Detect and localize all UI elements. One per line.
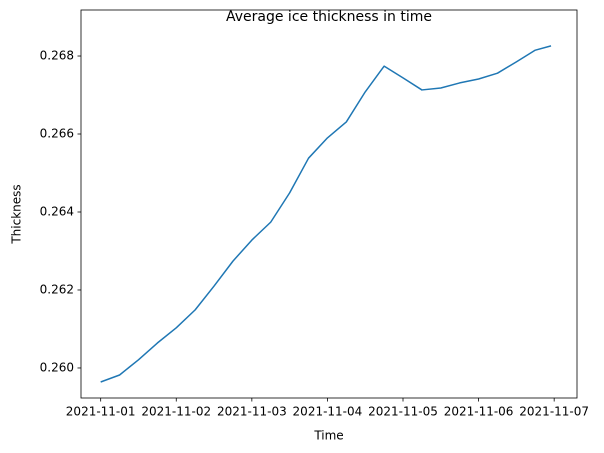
x-tick-label: 2021-11-04 xyxy=(293,405,363,419)
y-tick-label: 0.262 xyxy=(40,282,74,296)
x-axis-label: Time xyxy=(313,429,343,443)
x-tick-label: 2021-11-03 xyxy=(217,405,287,419)
y-tick-label: 0.264 xyxy=(40,204,74,218)
y-axis-label: Thickness xyxy=(10,184,24,244)
y-tick-label: 0.268 xyxy=(40,49,74,63)
data-line xyxy=(100,45,552,383)
x-tick-label: 2021-11-05 xyxy=(368,405,438,419)
chart-title: Average ice thickness in time xyxy=(226,9,432,25)
x-tick-label: 2021-11-06 xyxy=(444,405,514,419)
y-tick-label: 0.266 xyxy=(40,127,74,141)
plot-frame xyxy=(80,9,578,399)
x-tick-label: 2021-11-07 xyxy=(519,405,589,419)
y-tick-label: 0.260 xyxy=(40,360,74,374)
x-tick-label: 2021-11-02 xyxy=(141,405,211,419)
x-tick-label: 2021-11-01 xyxy=(66,405,136,419)
